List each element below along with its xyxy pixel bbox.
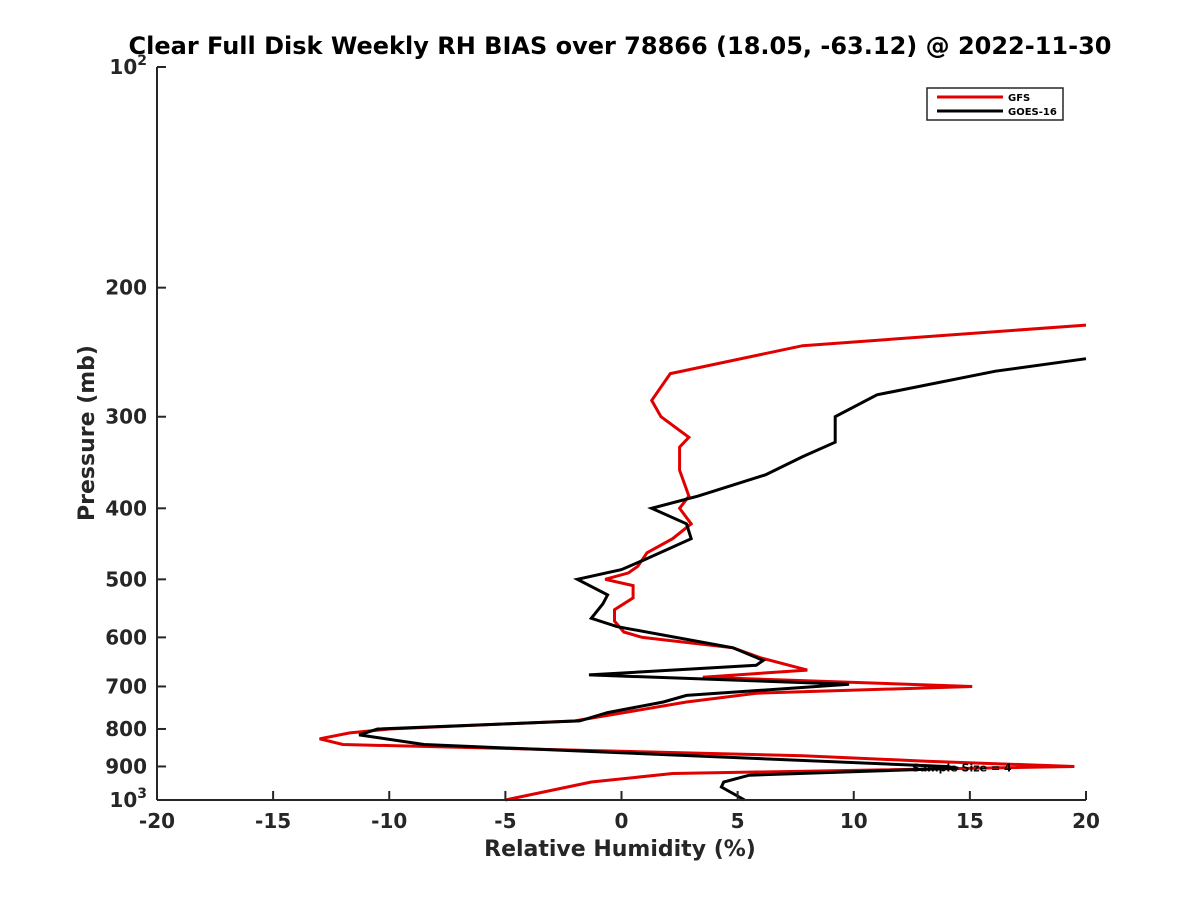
- x-tick-label: -20: [139, 809, 175, 833]
- series-line-goes-16: [358, 357, 1087, 802]
- sample-size-annotation: Sample Size = 4: [912, 761, 1012, 774]
- plot-area: [319, 323, 1087, 802]
- y-tick-label: 900: [105, 754, 147, 778]
- y-tick-label: 102: [109, 53, 147, 79]
- y-tick-label: 200: [105, 276, 147, 300]
- y-tick-label: 700: [105, 674, 147, 698]
- x-tick-label: -5: [494, 809, 516, 833]
- legend: GFS GOES-16: [926, 87, 1064, 121]
- y-tick-label: 400: [105, 496, 147, 520]
- x-tick-label: 0: [615, 809, 629, 833]
- chart-title: Clear Full Disk Weekly RH BIAS over 7886…: [129, 32, 1112, 60]
- y-tick-label: 600: [105, 625, 147, 649]
- x-tick-label: 5: [731, 809, 745, 833]
- x-tick-label: -15: [255, 809, 291, 833]
- y-axis-label: Pressure (mb): [75, 345, 100, 521]
- x-tick-label: 15: [956, 809, 984, 833]
- legend-label: GOES-16: [1008, 107, 1057, 118]
- y-tick-label: 300: [105, 405, 147, 429]
- x-tick-label: -10: [371, 809, 407, 833]
- legend-box: [926, 87, 1064, 121]
- y-tick-label: 800: [105, 717, 147, 741]
- x-axis-label: Relative Humidity (%): [484, 837, 756, 862]
- x-tick-label: 10: [840, 809, 868, 833]
- annotations: Sample Size = 4: [912, 761, 1012, 774]
- legend-label: GFS: [1008, 93, 1030, 104]
- series-line-gfs: [319, 323, 1087, 802]
- x-axis: -20 -15 -10 -5 0 5 10 15 20: [139, 791, 1100, 833]
- y-tick-label: 500: [105, 567, 147, 591]
- x-tick-label: 20: [1072, 809, 1100, 833]
